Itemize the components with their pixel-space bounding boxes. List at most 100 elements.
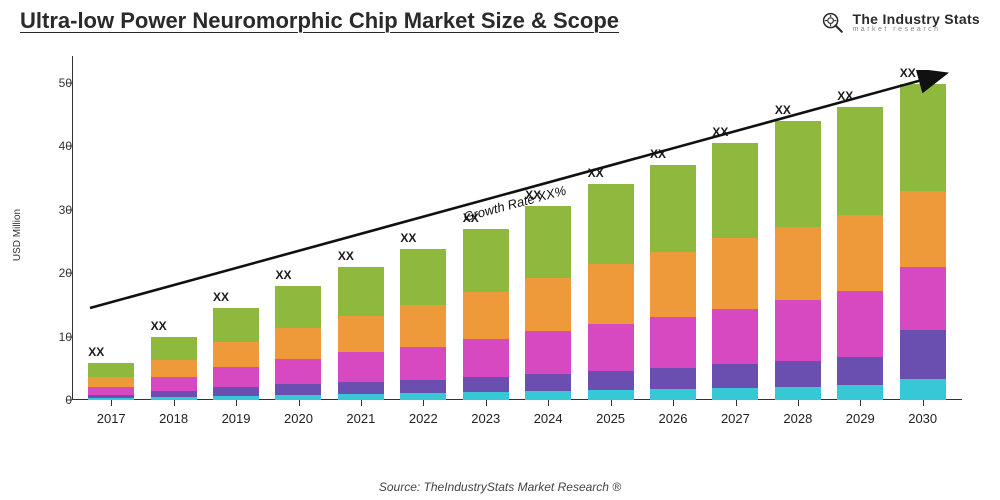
bar-segment xyxy=(400,305,446,346)
bar-segment xyxy=(275,384,321,394)
bar-stack: XX xyxy=(213,308,259,400)
x-tick-mark xyxy=(860,400,861,406)
bar-stack: XX xyxy=(400,249,446,400)
bar-column: XX xyxy=(588,184,634,400)
bar-value-label: XX xyxy=(400,231,416,245)
x-tick-mark xyxy=(423,400,424,406)
bars-container: XXXXXXXXXXXXXXXXXXXXXXXXXXXX xyxy=(72,70,962,400)
bar-column: XX xyxy=(775,121,821,400)
bar-value-label: XX xyxy=(650,147,666,161)
bar-value-label: XX xyxy=(900,66,916,80)
chart-area: USD Million 01020304050 XXXXXXXXXXXXXXXX… xyxy=(72,70,972,440)
bar-segment xyxy=(837,291,883,358)
bar-column: XX xyxy=(837,107,883,400)
x-tick-label: 2020 xyxy=(275,411,321,426)
bar-column: XX xyxy=(88,363,134,400)
bar-segment xyxy=(463,377,509,392)
x-tick-label: 2028 xyxy=(775,411,821,426)
x-tick-label: 2023 xyxy=(463,411,509,426)
bar-segment xyxy=(775,387,821,400)
gear-magnifier-icon xyxy=(818,8,846,36)
bar-stack: XX xyxy=(151,337,197,400)
x-tick-label: 2030 xyxy=(900,411,946,426)
x-tick-label: 2017 xyxy=(88,411,134,426)
bar-stack: XX xyxy=(775,121,821,400)
bar-segment xyxy=(88,377,134,387)
bar-segment xyxy=(712,238,758,308)
x-tick-label: 2026 xyxy=(650,411,696,426)
bar-stack: XX xyxy=(650,165,696,400)
bar-segment xyxy=(588,390,634,400)
bar-segment xyxy=(463,392,509,400)
bar-column: XX xyxy=(712,143,758,400)
bar-segment xyxy=(650,389,696,400)
bar-stack: XX xyxy=(275,286,321,400)
bar-segment xyxy=(151,377,197,391)
bar-stack: XX xyxy=(837,107,883,400)
bar-segment xyxy=(650,165,696,252)
y-axis-label: USD Million xyxy=(12,209,23,261)
bar-value-label: XX xyxy=(88,345,104,359)
bar-segment xyxy=(588,324,634,371)
bar-segment xyxy=(712,309,758,365)
bar-segment xyxy=(588,371,634,390)
bar-value-label: XX xyxy=(775,103,791,117)
bar-value-label: XX xyxy=(588,166,604,180)
x-tick-mark xyxy=(736,400,737,406)
bar-segment xyxy=(837,107,883,215)
bar-segment xyxy=(900,84,946,191)
bar-segment xyxy=(213,387,259,395)
bar-segment xyxy=(463,339,509,376)
page-title: Ultra-low Power Neuromorphic Chip Market… xyxy=(20,8,619,34)
x-tick-label: 2027 xyxy=(712,411,758,426)
bar-segment xyxy=(275,359,321,384)
bar-value-label: XX xyxy=(837,89,853,103)
bar-segment xyxy=(650,252,696,317)
bar-segment xyxy=(275,286,321,329)
bar-segment xyxy=(650,317,696,368)
bar-segment xyxy=(213,367,259,387)
x-tick-mark xyxy=(548,400,549,406)
bar-segment xyxy=(900,379,946,400)
x-axis-labels: 2017201820192020202120222023202420252026… xyxy=(72,411,962,426)
bar-segment xyxy=(88,363,134,376)
x-tick-mark xyxy=(673,400,674,406)
bar-column: XX xyxy=(400,249,446,400)
x-tick-label: 2025 xyxy=(588,411,634,426)
x-tick-mark xyxy=(798,400,799,406)
x-tick-label: 2021 xyxy=(338,411,384,426)
bar-segment xyxy=(525,278,571,331)
bar-column: XX xyxy=(338,267,384,400)
bar-stack: XX xyxy=(900,84,946,400)
bar-segment xyxy=(837,385,883,400)
bar-value-label: XX xyxy=(213,290,229,304)
bar-column: XX xyxy=(275,286,321,400)
bar-segment xyxy=(400,249,446,305)
x-tick-label: 2024 xyxy=(525,411,571,426)
plot-region: USD Million 01020304050 XXXXXXXXXXXXXXXX… xyxy=(72,70,962,400)
bar-segment xyxy=(338,382,384,394)
bar-segment xyxy=(213,308,259,342)
bar-stack: XX xyxy=(88,363,134,400)
bar-segment xyxy=(525,391,571,400)
x-tick-mark xyxy=(611,400,612,406)
bar-segment xyxy=(712,143,758,238)
bar-value-label: XX xyxy=(151,319,167,333)
bar-segment xyxy=(712,364,758,387)
bar-segment xyxy=(900,267,946,330)
brand-logo: The Industry Stats market research xyxy=(818,8,980,36)
bar-segment xyxy=(712,388,758,400)
bar-segment xyxy=(213,342,259,367)
bar-segment xyxy=(525,206,571,278)
bar-segment xyxy=(338,267,384,317)
bar-segment xyxy=(151,360,197,377)
bar-segment xyxy=(837,215,883,291)
bar-column: XX xyxy=(151,337,197,400)
bar-segment xyxy=(775,300,821,361)
x-tick-mark xyxy=(361,400,362,406)
bar-column: XX xyxy=(650,165,696,400)
bar-segment xyxy=(900,330,946,379)
bar-column: XX xyxy=(213,308,259,400)
bar-segment xyxy=(338,352,384,381)
logo-sub-text: market research xyxy=(852,26,980,33)
